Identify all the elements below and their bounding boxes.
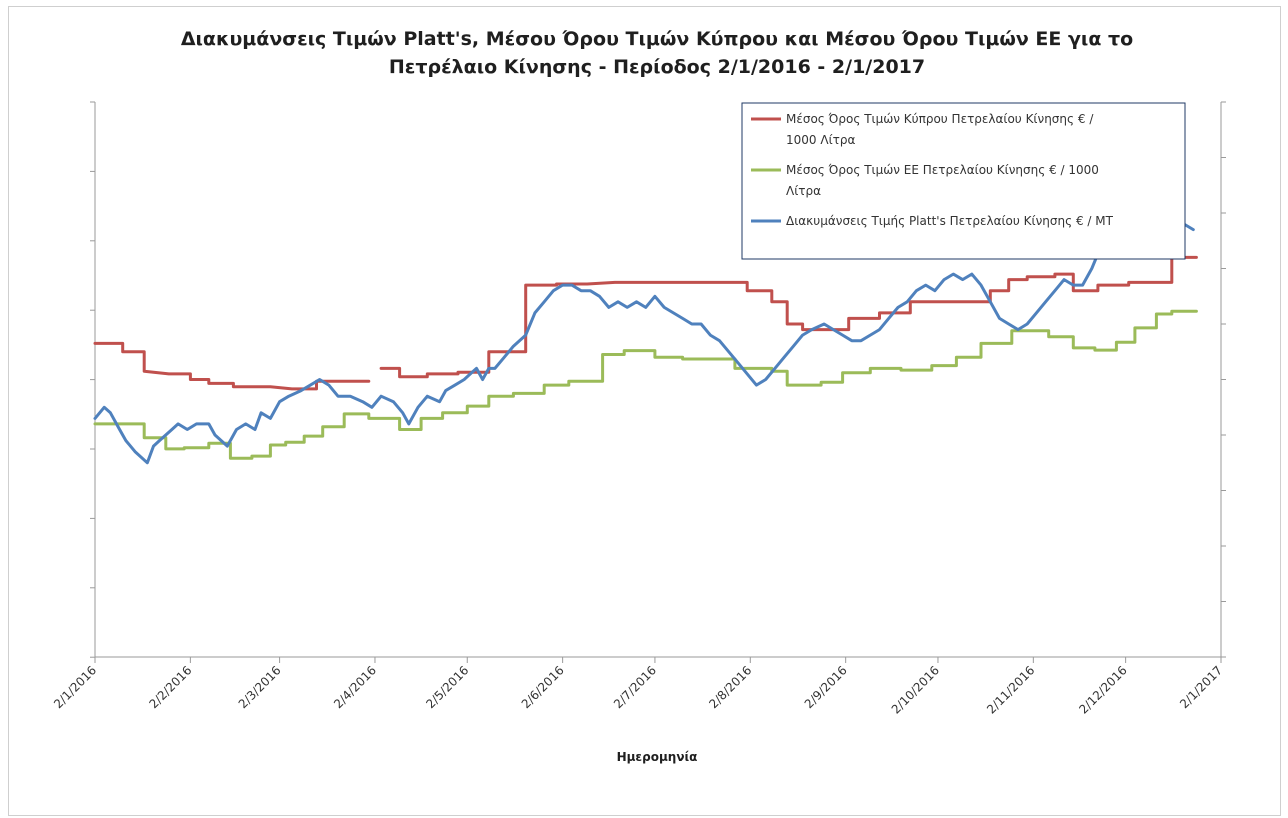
x-tick-label: 2/1/2017 (1177, 663, 1225, 711)
y-ticks-right (1221, 101, 1226, 658)
x-tick-label: 2/10/2016 (889, 663, 942, 716)
series-line-2 (93, 222, 1195, 465)
series-layer (93, 222, 1198, 465)
chart-title-line-2: Πετρέλαιο Κίνησης - Περίοδος 2/1/2016 - … (389, 56, 925, 78)
x-axis-title: Ημερομηνία (617, 750, 698, 764)
series-line-1 (93, 309, 1198, 460)
x-tick-label: 2/4/2016 (331, 663, 379, 711)
x-ticks: 2/1/2016 2/2/2016 2/3/2016 2/4/2016 2/5/2016… (51, 657, 1225, 717)
x-tick-label: 2/8/2016 (706, 663, 754, 711)
legend-eu-line-1: Μέσος Όρος Τιμών ΕΕ Πετρελαίου Κίνησης €… (786, 163, 1099, 177)
legend: Μέσος Όρος Τιμών Κύπρου Πετρελαίου Κίνησ… (741, 102, 1186, 260)
legend-box (741, 102, 1186, 260)
legend-cyprus-line-1: Μέσος Όρος Τιμών Κύπρου Πετρελαίου Κίνησ… (786, 112, 1094, 126)
x-tick-label: 2/9/2016 (802, 663, 850, 711)
chart-title-line-1: Διακυμάνσεις Τιμών Platt's, Μέσου Όρου Τ… (181, 28, 1133, 50)
legend-eu-line-2: Λίτρα (786, 184, 821, 198)
chart: Διακυμάνσεις Τιμών Platt's, Μέσου Όρου Τ… (51, 28, 1226, 764)
x-tick-label: 2/7/2016 (611, 663, 659, 711)
x-tick-label: 2/1/2016 (51, 663, 99, 711)
legend-cyprus-line-2: 1000 Λίτρα (786, 133, 855, 147)
x-tick-label: 2/5/2016 (423, 663, 471, 711)
series-line-0 (93, 255, 1198, 391)
x-tick-label: 2/3/2016 (236, 663, 284, 711)
x-tick-label: 2/2/2016 (146, 663, 194, 711)
legend-platts-line-1: Διακυμάνσεις Τιμής Platt's Πετρελαίου Κί… (786, 214, 1114, 228)
chart-frame: Διακυμάνσεις Τιμών Platt's, Μέσου Όρου Τ… (8, 6, 1281, 816)
x-tick-label: 2/11/2016 (984, 663, 1037, 716)
x-tick-label: 2/12/2016 (1076, 663, 1129, 716)
x-tick-label: 2/6/2016 (519, 663, 567, 711)
y-ticks-left (90, 101, 95, 658)
